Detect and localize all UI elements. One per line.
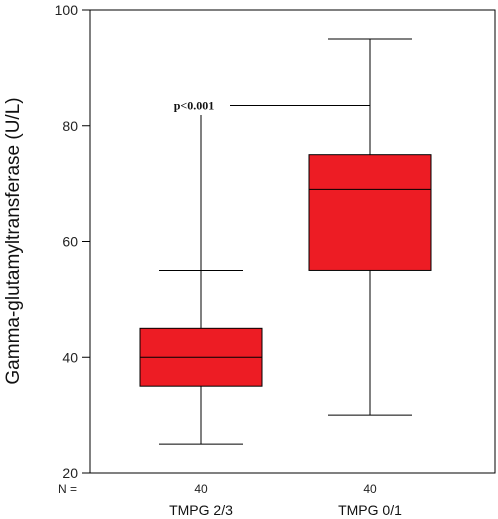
y-axis-label: Gamma-glutamyltransferase (U/L) <box>3 97 24 384</box>
y-tick-label: 20 <box>62 465 78 481</box>
box-tmpg-2-3 <box>139 269 263 445</box>
category-label: TMPG 2/3 <box>169 502 233 518</box>
n-value: 40 <box>194 482 208 496</box>
y-tick-label: 40 <box>62 349 78 365</box>
n-label: N = <box>58 482 77 496</box>
n-value: 40 <box>363 482 377 496</box>
plot-frame <box>89 9 496 474</box>
p-value-label: p<0.001 <box>174 98 215 112</box>
iqr-box <box>308 154 432 271</box>
box-tmpg-0-1 <box>308 38 432 416</box>
category-label: TMPG 0/1 <box>338 502 402 518</box>
y-tick-label: 60 <box>62 234 78 250</box>
y-axis: 20 40 60 80 100 <box>55 2 90 481</box>
bottom-labels: 40 TMPG 2/3 40 TMPG 0/1 <box>169 482 402 518</box>
y-tick-label: 80 <box>62 118 78 134</box>
y-tick-label: 100 <box>55 2 79 18</box>
boxes-group <box>139 38 432 445</box>
significance-annotation: p<0.001 <box>174 98 370 271</box>
